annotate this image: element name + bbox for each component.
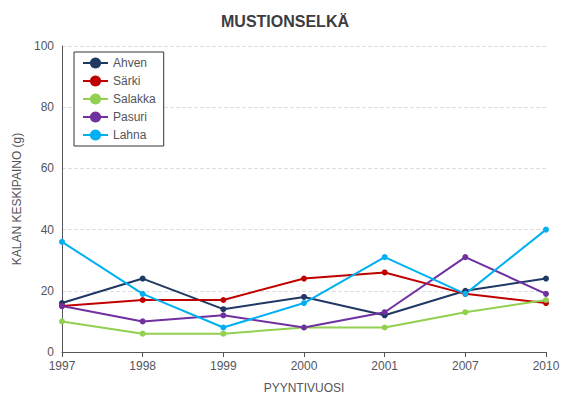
svg-text:1997: 1997 — [49, 359, 76, 373]
svg-text:2010: 2010 — [533, 359, 560, 373]
svg-text:1999: 1999 — [210, 359, 237, 373]
svg-text:PYYNTIVUOSI: PYYNTIVUOSI — [264, 381, 345, 395]
svg-text:Salakka: Salakka — [113, 92, 156, 106]
svg-text:Ahven: Ahven — [113, 56, 147, 70]
svg-text:100: 100 — [34, 39, 54, 53]
svg-text:Särki: Särki — [113, 74, 140, 88]
svg-text:KALAN KESKIPAINO (g): KALAN KESKIPAINO (g) — [10, 133, 24, 266]
svg-text:2007: 2007 — [452, 359, 479, 373]
svg-text:2001: 2001 — [371, 359, 398, 373]
svg-text:Pasuri: Pasuri — [113, 110, 147, 124]
svg-text:1998: 1998 — [129, 359, 156, 373]
svg-text:80: 80 — [41, 100, 55, 114]
svg-text:60: 60 — [41, 161, 55, 175]
svg-text:MUSTIONSELKÄ: MUSTIONSELKÄ — [221, 13, 349, 30]
svg-text:40: 40 — [41, 223, 55, 237]
svg-text:20: 20 — [41, 284, 55, 298]
svg-text:0: 0 — [47, 345, 54, 359]
svg-text:Lahna: Lahna — [113, 128, 147, 142]
svg-text:2000: 2000 — [291, 359, 318, 373]
